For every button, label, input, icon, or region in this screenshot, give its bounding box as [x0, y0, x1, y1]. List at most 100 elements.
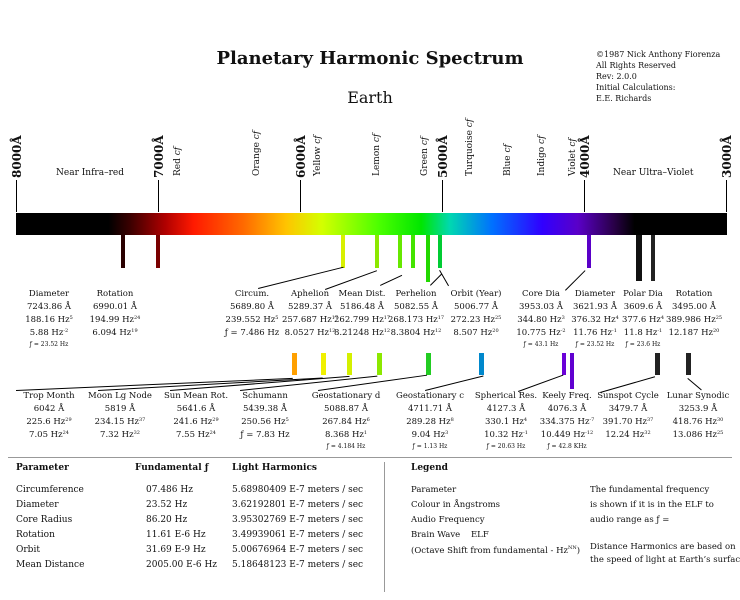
param-angstrom: 4711.71 Å	[408, 404, 452, 414]
table-cell: 86.20 Hz	[146, 515, 188, 525]
param-block-rotation-2: Rotation 3495.00 Å 389.986 Hz25 12.187 H…	[664, 288, 724, 340]
param-block-sun-rot: Sun Mean Rot. 5641.6 Å 241.6 Hz29 7.55 H…	[158, 390, 234, 442]
param-elf: 6.094 Hz19	[92, 328, 138, 338]
angstrom-tick	[158, 180, 159, 212]
section-divider	[384, 462, 385, 592]
param-angstrom: 5289.37 Å	[288, 302, 332, 312]
param-angstrom: 5006.77 Å	[454, 302, 498, 312]
param-audio: 225.6 Hz29	[26, 417, 72, 427]
table-cell: 5.68980409 E-7 meters / sec	[232, 485, 364, 495]
visible-spectrum-band	[16, 213, 727, 235]
legend-item: Parameter	[411, 485, 457, 495]
param-audio: 194.99 Hz24	[89, 315, 141, 325]
bar-diameter-2	[587, 235, 591, 268]
bar-spherical-res	[562, 353, 566, 375]
connector-line	[325, 270, 378, 290]
param-angstrom: 3495.00 Å	[672, 302, 716, 312]
param-name: Rotation	[675, 289, 713, 299]
bar-aphelion	[375, 235, 379, 268]
color-label-red: Red cf	[173, 146, 183, 176]
copyright-line: Initial Calculations:	[596, 83, 676, 92]
param-block-trop-month: Trop Month 6042 Å 225.6 Hz29 7.05 Hz24	[14, 390, 84, 442]
param-audio: 418.76 Hz30	[672, 417, 724, 427]
color-label-blue: Blue cf	[503, 144, 513, 176]
legend-item: Brain Wave ELF	[411, 530, 489, 540]
param-block-geo-d: Geostationary d 5088.87 Å 267.84 Hz6 8.3…	[304, 390, 388, 451]
param-elf: 8.21248 Hz12	[334, 328, 391, 338]
param-audio: 289.28 Hz8	[406, 417, 454, 427]
param-fundamental: ƒ = 20.63 Hz	[486, 443, 526, 450]
angstrom-7000-label: 7000Å	[152, 135, 166, 178]
param-angstrom: 3953.03 Å	[519, 302, 563, 312]
angstrom-6000-label: 6000Å	[294, 135, 308, 178]
page-subtitle: Earth	[347, 88, 393, 107]
param-block-moon-node: Moon Lg Node 5819 Å 234.15 Hz37 7.32 Hz3…	[84, 390, 156, 442]
param-audio: 268.173 Hz17	[388, 315, 445, 325]
region-infrared-label: Near Infra–red	[56, 168, 124, 178]
param-angstrom: 5088.87 Å	[324, 404, 368, 414]
param-block-diameter: Diameter 7243.86 Å 188.16 Hz5 5.88 Hz-2 …	[12, 288, 86, 349]
param-name: Geostationary c	[396, 391, 464, 401]
param-fundamental: ƒ = 4.184 Hz	[326, 443, 366, 450]
legend-item: Audio Frequency	[411, 515, 485, 525]
bar-sunspot	[655, 353, 660, 375]
legend-item: (Octave Shift from fundamental - HzNN)	[411, 545, 581, 556]
param-name: Schumann	[242, 391, 288, 401]
param-angstrom: 3621.93 Å	[573, 302, 617, 312]
param-angstrom: 4076.3 Å	[547, 404, 587, 414]
param-elf: 5.88 Hz-2	[29, 328, 69, 338]
table-cell: Rotation	[16, 530, 55, 540]
param-name: Mean Dist.	[338, 289, 386, 299]
angstrom-tick	[726, 180, 727, 212]
table-cell: Mean Distance	[16, 560, 85, 570]
param-fundamental: ƒ = 43.1 Hz	[523, 341, 559, 348]
param-block-aphelion: Aphelion 5289.37 Å 257.687 Hz17 8.0527 H…	[280, 288, 340, 340]
bar-geo-c	[479, 353, 484, 375]
table-cell: 3.95302769 E-7 meters / sec	[232, 515, 364, 525]
bar-orbit	[426, 235, 430, 282]
param-elf: ƒ = 7.486 Hz	[224, 328, 280, 338]
bar-schumann	[377, 353, 382, 375]
legend-note: Distance Harmonics are based on	[590, 542, 736, 552]
region-ultraviolet-label: Near Ultra–Violet	[613, 168, 694, 178]
param-name: Rotation	[96, 289, 134, 299]
bar-sun-rot	[347, 353, 352, 375]
param-elf: 11.76 Hz-1	[573, 328, 617, 338]
angstrom-tick	[442, 180, 443, 212]
legend-item: Colour in Ångstroms	[411, 500, 501, 510]
color-label-yellow: Yellow cf	[313, 135, 323, 176]
connector-line	[430, 273, 443, 286]
param-name: Circum.	[234, 289, 270, 299]
table-cell: Diameter	[16, 500, 59, 510]
bar-core-dia	[438, 235, 442, 268]
param-name: Diameter	[28, 289, 70, 299]
param-elf: 8.368 Hz1	[324, 430, 368, 440]
color-label-lemon: Lemon cf	[372, 133, 382, 176]
legend-note: audio range as ƒ =	[590, 515, 670, 525]
param-name: Aphelion	[290, 289, 330, 299]
angstrom-tick	[584, 180, 585, 212]
param-name: Geostationary d	[311, 391, 381, 401]
param-block-geo-c: Geostationary c 4711.71 Å 289.28 Hz8 9.0…	[388, 390, 472, 451]
table-cell: 2005.00 E-6 Hz	[146, 560, 218, 570]
param-elf: 10.449 Hz-12	[540, 430, 594, 440]
param-angstrom: 7243.86 Å	[27, 302, 71, 312]
param-name: Lunar Synodic	[666, 391, 730, 401]
param-block-perhelion: Perhelion 5082.55 Å 268.173 Hz17 8.3804 …	[388, 288, 444, 340]
copyright-line: All Rights Reserved	[596, 61, 676, 70]
param-fundamental: ƒ = 42.8 KHz	[547, 443, 587, 450]
color-label-orange: Orange cf	[252, 130, 262, 176]
param-elf: 9.04 Hz3	[411, 430, 449, 440]
table-cell: 5.18648123 E-7 meters / sec	[232, 560, 364, 570]
param-angstrom: 6990.01 Å	[93, 302, 137, 312]
param-name: Orbit (Year)	[450, 289, 502, 299]
param-name: Keely Freq.	[542, 391, 592, 401]
param-name: Spherical Res.	[474, 391, 538, 401]
param-audio: 272.23 Hz25	[450, 315, 502, 325]
param-block-spherical-res: Spherical Res. 4127.3 Å 330.1 Hz4 10.32 …	[472, 390, 540, 451]
connector-line	[380, 274, 403, 286]
param-name: Sunspot Cycle	[597, 391, 659, 401]
table-header-fundamental: Fundamental ƒ	[135, 463, 209, 473]
param-audio: 334.375 Hz-7	[539, 417, 595, 427]
